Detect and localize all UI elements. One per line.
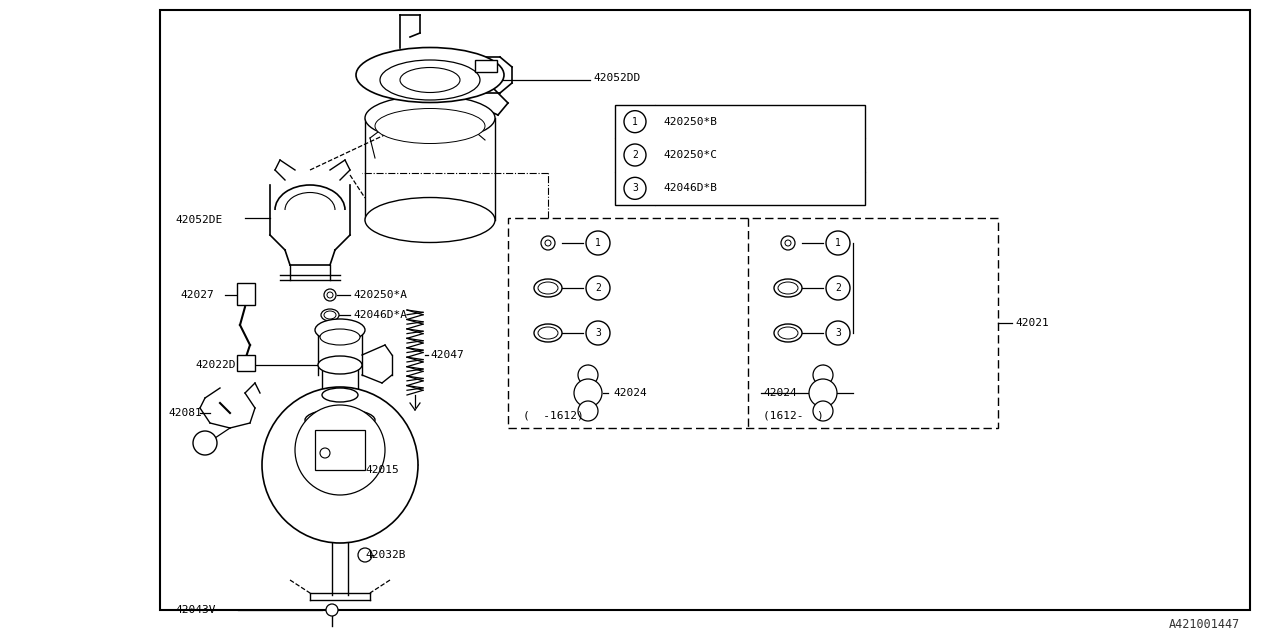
Circle shape: [826, 321, 850, 345]
Circle shape: [625, 177, 646, 199]
Text: 1: 1: [835, 238, 841, 248]
Ellipse shape: [365, 198, 495, 243]
Text: 3: 3: [595, 328, 600, 338]
Circle shape: [785, 240, 791, 246]
Circle shape: [586, 276, 611, 300]
Ellipse shape: [401, 67, 460, 93]
Ellipse shape: [356, 47, 504, 102]
Text: 42024: 42024: [763, 388, 796, 398]
Text: 2: 2: [835, 283, 841, 293]
Ellipse shape: [538, 282, 558, 294]
Circle shape: [781, 236, 795, 250]
Text: 42052DD: 42052DD: [593, 73, 640, 83]
Text: 42024: 42024: [613, 388, 646, 398]
Text: 1: 1: [595, 238, 600, 248]
Text: 42052DE: 42052DE: [175, 215, 223, 225]
Ellipse shape: [324, 311, 337, 319]
Bar: [237, 355, 255, 371]
Bar: [237, 283, 255, 305]
Text: 42027: 42027: [180, 290, 214, 300]
Circle shape: [326, 292, 333, 298]
Ellipse shape: [323, 388, 358, 402]
Text: 42032B: 42032B: [365, 550, 406, 560]
Text: A421001447: A421001447: [1169, 618, 1240, 632]
Circle shape: [193, 431, 218, 455]
Ellipse shape: [534, 279, 562, 297]
Text: 42022D: 42022D: [195, 360, 236, 370]
Text: (1612-  ): (1612- ): [763, 411, 824, 421]
Ellipse shape: [321, 309, 339, 321]
Circle shape: [358, 548, 372, 562]
Text: 1: 1: [632, 116, 637, 127]
Text: 42046D*B: 42046D*B: [663, 183, 717, 193]
Circle shape: [586, 321, 611, 345]
Circle shape: [324, 289, 337, 301]
Circle shape: [545, 240, 550, 246]
Text: 420250*C: 420250*C: [663, 150, 717, 160]
Circle shape: [586, 231, 611, 255]
Ellipse shape: [315, 319, 365, 341]
Circle shape: [294, 405, 385, 495]
Text: 42081: 42081: [168, 408, 202, 418]
Text: (  -1612): ( -1612): [524, 411, 584, 421]
Text: 2: 2: [595, 283, 600, 293]
Circle shape: [579, 401, 598, 421]
Text: 3: 3: [632, 183, 637, 193]
Text: 420250*A: 420250*A: [353, 290, 407, 300]
Circle shape: [813, 365, 833, 385]
Ellipse shape: [380, 60, 480, 100]
Ellipse shape: [774, 279, 803, 297]
Circle shape: [541, 236, 556, 250]
Text: 420250*B: 420250*B: [663, 116, 717, 127]
Circle shape: [826, 276, 850, 300]
Ellipse shape: [365, 95, 495, 141]
Text: 3: 3: [835, 328, 841, 338]
Bar: [160, 10, 1251, 610]
Ellipse shape: [778, 282, 797, 294]
Circle shape: [320, 448, 330, 458]
Text: 2: 2: [632, 150, 637, 160]
Text: 42043V: 42043V: [175, 605, 215, 615]
Ellipse shape: [375, 109, 485, 143]
Circle shape: [326, 604, 338, 616]
Text: 42021: 42021: [1015, 318, 1048, 328]
Ellipse shape: [774, 324, 803, 342]
Text: 42015: 42015: [365, 465, 399, 475]
Bar: [315, 430, 365, 470]
Circle shape: [625, 144, 646, 166]
Ellipse shape: [534, 324, 562, 342]
Ellipse shape: [320, 329, 360, 345]
Ellipse shape: [317, 356, 362, 374]
Bar: [508, 218, 998, 428]
Circle shape: [826, 231, 850, 255]
Circle shape: [262, 387, 419, 543]
Ellipse shape: [778, 327, 797, 339]
Circle shape: [579, 365, 598, 385]
Text: 42047: 42047: [430, 350, 463, 360]
Bar: [475, 60, 497, 72]
Circle shape: [625, 111, 646, 132]
Ellipse shape: [538, 327, 558, 339]
Circle shape: [813, 401, 833, 421]
Bar: [614, 105, 865, 205]
Text: 42046D*A: 42046D*A: [353, 310, 407, 320]
Circle shape: [809, 379, 837, 407]
Circle shape: [573, 379, 602, 407]
Ellipse shape: [305, 409, 375, 431]
